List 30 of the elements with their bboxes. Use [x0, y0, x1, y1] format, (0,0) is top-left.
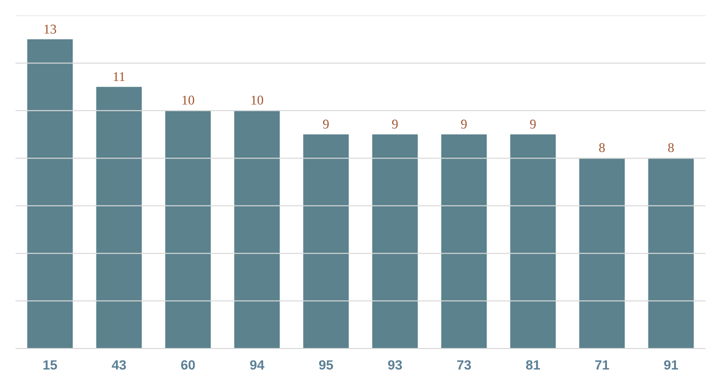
- data-label: 9: [460, 116, 468, 132]
- data-label: 10: [250, 92, 264, 108]
- data-label: 8: [668, 140, 675, 156]
- x-tick-label: 73: [456, 358, 472, 372]
- x-tick-label: 60: [180, 358, 196, 372]
- bar: [648, 158, 694, 348]
- x-tick-label: 94: [250, 358, 265, 372]
- bar: [372, 134, 418, 348]
- bar: [441, 134, 487, 348]
- data-label: 8: [598, 140, 606, 156]
- bar: [27, 39, 73, 348]
- data-label: 10: [181, 92, 195, 108]
- x-tick-label: 81: [526, 358, 541, 372]
- x-tick-label: 95: [318, 358, 334, 372]
- data-label: 9: [530, 116, 537, 132]
- data-label: 9: [392, 116, 399, 132]
- data-label: 9: [322, 116, 330, 132]
- bar: [579, 158, 625, 348]
- bar: [510, 134, 556, 348]
- x-tick-label: 93: [388, 358, 402, 372]
- bar: [96, 86, 142, 348]
- x-tick-label: 15: [42, 358, 58, 372]
- x-tick-label: 43: [112, 358, 126, 372]
- x-tick-label: 91: [664, 358, 679, 372]
- bar: [303, 134, 349, 348]
- bar: [234, 110, 280, 348]
- bar: [165, 110, 211, 348]
- x-tick-label: 71: [594, 358, 610, 372]
- data-label: 13: [43, 21, 57, 36]
- data-label: 11: [112, 68, 126, 84]
